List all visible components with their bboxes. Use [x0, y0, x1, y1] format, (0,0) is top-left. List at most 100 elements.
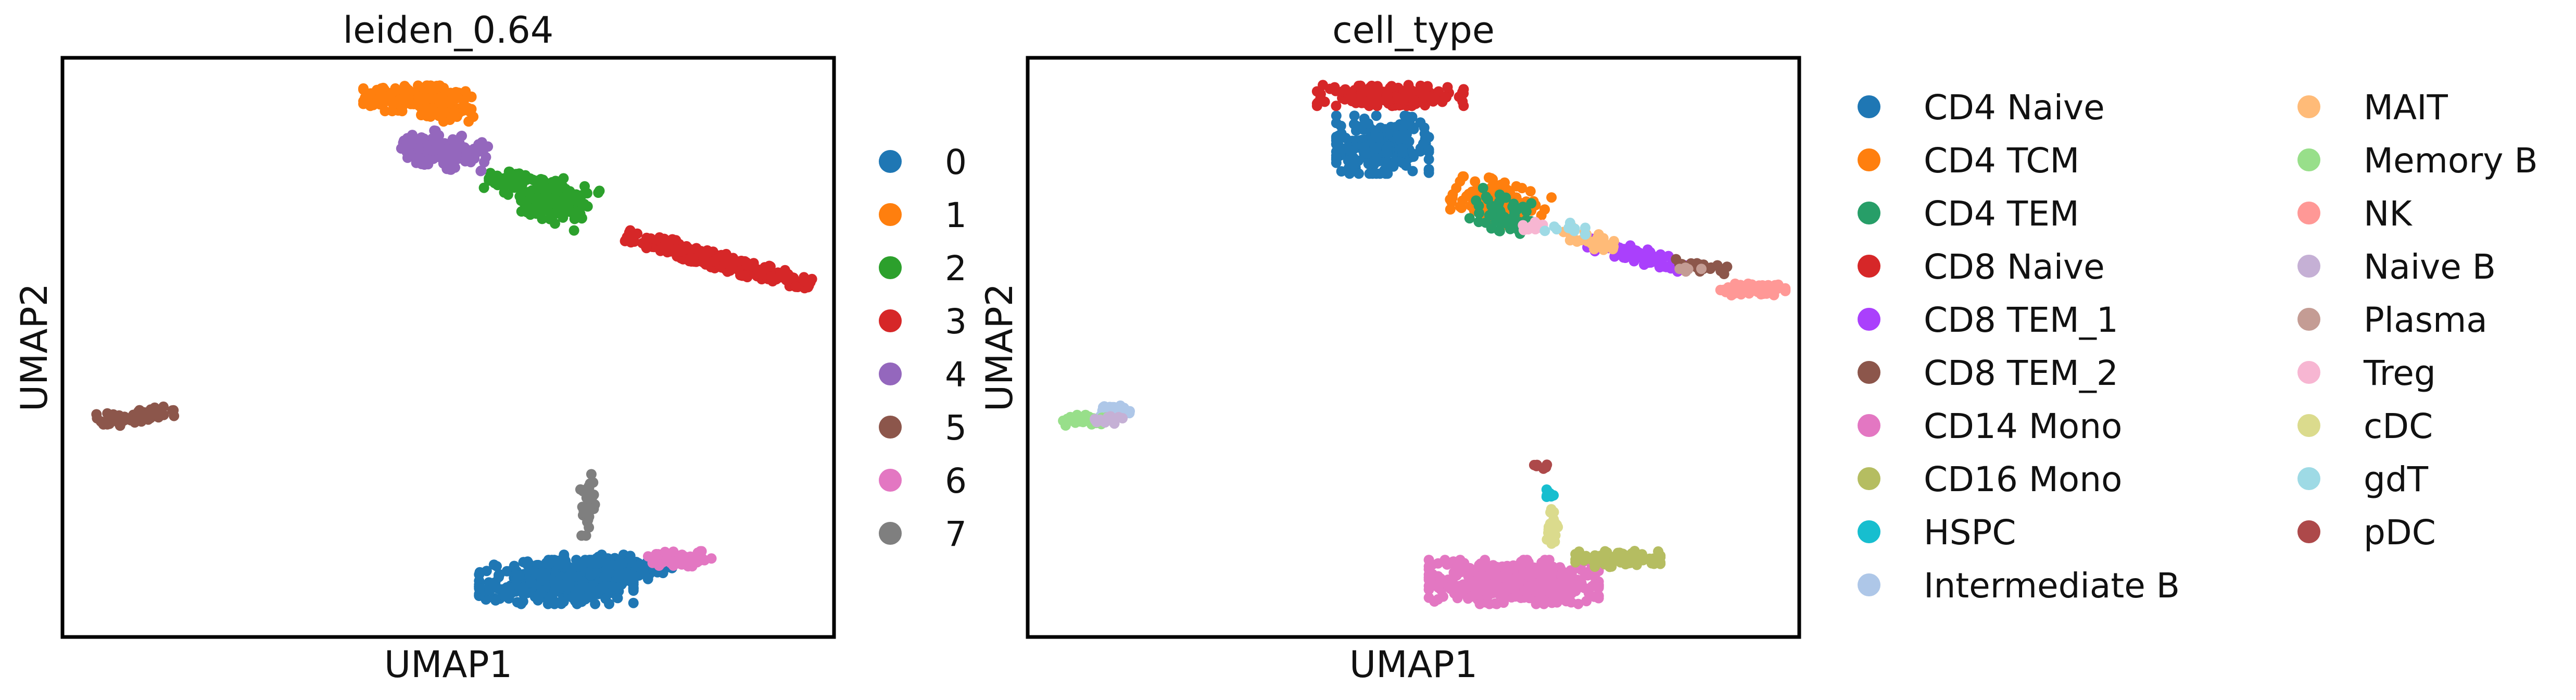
scatter-point: [1360, 148, 1371, 159]
scatter-point: [700, 259, 711, 270]
series-cd8-naive-points: [1311, 80, 1469, 111]
scatter-point: [593, 188, 604, 198]
series-0-points: [474, 549, 677, 609]
scatter-point: [1340, 84, 1350, 95]
scatter-point: [1423, 164, 1434, 174]
scatter-point: [1442, 82, 1453, 93]
scatter-point: [1423, 154, 1434, 165]
series-plasma-points: [1674, 262, 1707, 277]
legend-label: HSPC: [1924, 512, 2016, 553]
scatter-point: [1696, 264, 1707, 274]
scatter-point: [1558, 593, 1569, 604]
scatter-point: [453, 137, 464, 147]
series-3-points: [620, 225, 817, 294]
scatter-point: [704, 247, 715, 258]
scatter-point: [462, 103, 473, 114]
scatter-point: [1458, 84, 1469, 95]
scatter-point: [790, 281, 801, 292]
scatter-point: [520, 203, 531, 214]
legend-marker: [2297, 520, 2320, 543]
legend-label: 5: [945, 408, 967, 448]
legend-item-3: 3: [879, 302, 967, 342]
scatter-point: [531, 208, 541, 219]
scatter-point: [1455, 567, 1466, 578]
scatter-point: [1483, 172, 1494, 183]
scatter-point: [1539, 226, 1550, 236]
scatter-point: [1525, 186, 1536, 197]
scatter-point: [1371, 153, 1382, 164]
scatter-point: [1546, 491, 1557, 502]
scatter-point: [743, 260, 753, 271]
scatter-point: [1398, 85, 1409, 96]
scatter-point: [1499, 177, 1510, 188]
scatter-point: [1539, 585, 1550, 596]
scatter-point: [1628, 556, 1639, 567]
scatter-point: [522, 559, 533, 570]
series-6-points: [642, 546, 717, 572]
scatter-point: [686, 556, 697, 567]
legend-label: 7: [945, 514, 967, 554]
scatter-point: [1474, 598, 1485, 609]
scatter-point: [1330, 85, 1341, 96]
scatter-point: [1519, 585, 1530, 596]
scatter-point: [514, 584, 525, 595]
scatter-point: [1680, 262, 1691, 273]
legend-item-intermediate-b: Intermediate B: [1858, 566, 2180, 606]
legend-item-4: 4: [879, 355, 967, 395]
scatter-point: [1540, 462, 1551, 473]
scatter-point: [1366, 88, 1377, 98]
legend-marker: [1858, 361, 1880, 384]
scatter-point: [576, 530, 587, 541]
scatter-point: [1367, 168, 1378, 179]
scatter-point: [1478, 183, 1488, 193]
scatter-point: [1470, 176, 1481, 187]
scatter-point: [1331, 139, 1342, 149]
scatter-point: [660, 546, 671, 557]
scatter-point: [1518, 224, 1529, 235]
scatter-point: [1123, 406, 1134, 417]
scatter-point: [484, 585, 495, 596]
legend-label: CD4 TEM: [1924, 194, 2079, 234]
series-cd14-mono-points: [1423, 555, 1604, 609]
scatter-point: [1649, 255, 1660, 266]
scatter-point: [579, 181, 590, 192]
scatter-point: [638, 564, 649, 574]
scatter-point: [1551, 224, 1562, 235]
legend-item-cd8-tem-1: CD8 TEM_1: [1858, 300, 2118, 340]
scatter-point: [1433, 558, 1444, 569]
cell-type-legend: CD4 Naive CD4 TCM CD4 TEM CD8 Naive CD8 TEM_…: [1858, 88, 2538, 606]
scatter-point: [558, 596, 569, 607]
scatter-point: [1345, 92, 1356, 103]
scatter-point: [688, 253, 699, 264]
legend-marker: [2297, 255, 2320, 278]
scatter-point: [1721, 284, 1732, 295]
scatter-point: [1331, 101, 1342, 111]
scatter-point: [365, 101, 376, 111]
scatter-point: [427, 145, 438, 156]
scatter-point: [583, 493, 594, 504]
scatter-point: [1589, 579, 1600, 590]
scatter-point: [1382, 168, 1393, 179]
scatter-point: [1506, 562, 1517, 573]
legend-marker: [879, 309, 902, 332]
legend-item-cd4-tem: CD4 TEM: [1858, 194, 2079, 234]
legend-label: Naive B: [2364, 247, 2496, 287]
scatter-point: [1706, 262, 1716, 273]
scatter-point: [617, 558, 628, 569]
scatter-point: [1371, 110, 1382, 121]
series-5-points: [91, 401, 180, 431]
scatter-point: [478, 182, 489, 193]
scatter-point: [520, 170, 531, 181]
scatter-point: [476, 137, 487, 148]
scatter-point: [1415, 117, 1426, 128]
legend-marker: [2297, 202, 2320, 224]
scatter-point: [1618, 549, 1629, 560]
series-hspc-points: [1541, 484, 1559, 502]
scatter-point: [514, 191, 525, 202]
legend-item-7: 7: [879, 514, 967, 554]
scatter-point: [594, 586, 604, 597]
scatter-point: [1421, 90, 1431, 101]
scatter-point: [1742, 284, 1753, 295]
scatter-point: [1580, 229, 1590, 240]
legend-marker: [2297, 361, 2320, 384]
